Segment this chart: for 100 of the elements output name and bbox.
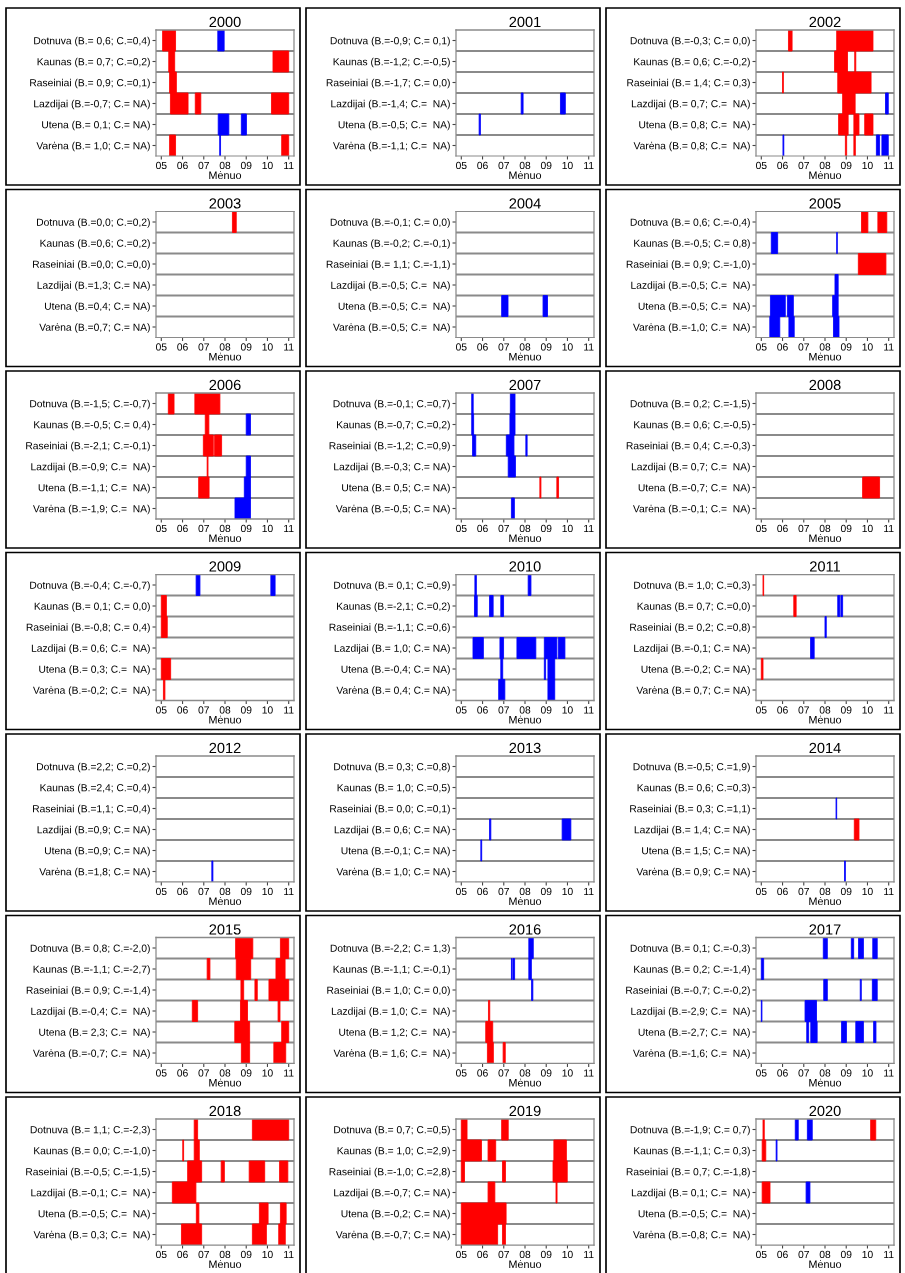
bar bbox=[871, 979, 878, 1001]
y-tick-label: Raseiniai (B.= 1,4; C.= 0,3) bbox=[627, 78, 750, 89]
x-axis-title: Mėnuo bbox=[809, 897, 842, 906]
x-tick-label: 06 bbox=[477, 887, 488, 896]
bar bbox=[248, 1160, 266, 1183]
y-tick-label: Utena (B.= 0,3; C.= NA) bbox=[39, 665, 150, 675]
y-tick-label: Varėna (B.=-1,9; C.= NA) bbox=[33, 504, 150, 515]
bar bbox=[489, 595, 494, 617]
y-tick-label: Utena (B.=-0,5; C.= NA) bbox=[338, 302, 450, 312]
x-tick-label: 10 bbox=[562, 887, 573, 896]
x-tick-label: 09 bbox=[540, 706, 552, 714]
x-tick-label: 05 bbox=[155, 524, 167, 533]
y-tick-label: Varėna (B.=-0,5; C.= NA) bbox=[335, 504, 450, 515]
x-tick-label: 06 bbox=[177, 343, 188, 351]
chart-title: 2016 bbox=[509, 924, 541, 935]
y-tick-label: Varėna (B.=-0,7; C.= NA) bbox=[33, 1049, 150, 1059]
x-tick-label: 06 bbox=[177, 887, 188, 896]
x-tick-label: 06 bbox=[177, 524, 188, 533]
x-tick-label: 09 bbox=[240, 1250, 252, 1259]
x-tick-label: 05 bbox=[155, 161, 167, 170]
x-axis-title: Mėnuo bbox=[509, 534, 542, 543]
y-tick-label: Dotnuva (B.=-1,5; C.=-0,7) bbox=[30, 399, 150, 410]
y-tick-label: Lazdijai (B.=-0,1; C.= NA) bbox=[634, 644, 750, 654]
y-tick-label: Raseiniai (B.=-1,1; C.=0,6) bbox=[329, 623, 450, 633]
y-tick-label: Varėna (B.= 0,9; C.= NA) bbox=[636, 867, 750, 878]
chart-title: 2015 bbox=[209, 924, 241, 935]
x-tick-label: 08 bbox=[819, 1250, 831, 1259]
y-tick-label: Lazdijai (B.=-2,9; C.= NA) bbox=[631, 1007, 750, 1017]
y-tick-label: Dotnuva (B.=-0,9; C.= 0,1) bbox=[330, 36, 450, 47]
chart-title: 2003 bbox=[209, 198, 241, 209]
bar bbox=[270, 574, 276, 596]
x-tick-label: 09 bbox=[840, 524, 852, 533]
chart-title: 2008 bbox=[809, 379, 841, 391]
x-tick-label: 08 bbox=[819, 524, 831, 533]
y-tick-label: Kaunas (B.=2,4; C.=0,4) bbox=[40, 783, 150, 794]
y-tick-label: Utena (B.= 1,2; C.= NA) bbox=[339, 1028, 450, 1038]
y-tick-label: Varėna (B.=-1,0; C.= NA) bbox=[633, 323, 750, 333]
x-tick-label: 05 bbox=[455, 161, 467, 170]
x-tick-label: 10 bbox=[562, 1069, 573, 1077]
bar bbox=[857, 253, 887, 275]
y-tick-label: Dotnuva (B.= 0,6; C.=0,4) bbox=[34, 36, 150, 47]
y-tick-label: Lazdijai (B.=-0,1; C.= NA) bbox=[31, 1188, 150, 1199]
x-tick-label: 08 bbox=[219, 1250, 231, 1259]
y-tick-label: Dotnuva (B.= 0,1; C.=0,9) bbox=[334, 581, 450, 591]
x-tick-label: 08 bbox=[819, 706, 831, 714]
x-tick-label: 06 bbox=[477, 343, 488, 351]
x-tick-label: 06 bbox=[477, 1250, 488, 1259]
x-tick-label: 07 bbox=[498, 1069, 509, 1077]
y-tick-label: Lazdijai (B.=-0,5; C.= NA) bbox=[331, 281, 450, 291]
bar bbox=[516, 637, 537, 659]
y-tick-label: Varėna (B.= 0,7; C.= NA) bbox=[636, 686, 750, 696]
x-tick-label: 07 bbox=[498, 524, 509, 533]
bar bbox=[841, 1021, 847, 1043]
bar bbox=[279, 1160, 289, 1183]
chart-title: 2001 bbox=[509, 16, 541, 28]
y-tick-label: Kaunas (B.=-0,7; C.=0,2) bbox=[337, 420, 450, 431]
x-tick-label: 11 bbox=[584, 1250, 594, 1258]
y-tick-label: Kaunas (B.= 0,7; C.=0,2) bbox=[37, 57, 150, 68]
x-tick-label: 09 bbox=[540, 343, 552, 351]
x-tick-label: 10 bbox=[562, 706, 573, 714]
y-tick-label: Kaunas (B.=-0,5; C.= 0,4) bbox=[34, 420, 150, 431]
chart-title: 2010 bbox=[509, 561, 541, 572]
x-tick-label: 11 bbox=[584, 524, 594, 532]
bar bbox=[245, 413, 251, 436]
x-tick-label: 08 bbox=[819, 343, 831, 351]
y-tick-label: Utena (B.=-0,7; C.= NA) bbox=[638, 483, 750, 494]
bar bbox=[877, 211, 888, 233]
y-tick-label: Kaunas (B.= 0,7; C.=0,0) bbox=[637, 602, 750, 612]
x-tick-label: 07 bbox=[198, 887, 209, 896]
x-tick-label: 10 bbox=[862, 706, 873, 714]
y-tick-label: Lazdijai (B.= 1,0; C.= NA) bbox=[334, 644, 450, 654]
x-tick-label: 08 bbox=[819, 1069, 831, 1077]
x-tick-label: 09 bbox=[840, 1250, 852, 1259]
x-axis-title: Mėnuo bbox=[809, 1078, 842, 1087]
x-tick-label: 10 bbox=[262, 524, 273, 533]
x-tick-label: 08 bbox=[519, 161, 531, 170]
y-tick-label: Raseiniai (B.=1,1; C.=0,4) bbox=[33, 804, 150, 815]
x-tick-label: 06 bbox=[777, 161, 788, 170]
x-tick-label: 06 bbox=[777, 887, 788, 896]
y-tick-label: Lazdijai (B.= 0,7; C.= NA) bbox=[631, 462, 750, 473]
chart-title: 2017 bbox=[809, 924, 841, 935]
x-tick-label: 08 bbox=[219, 706, 231, 714]
y-tick-label: Raseiniai (B.=-0,8; C.= 0,4) bbox=[26, 623, 150, 633]
bar bbox=[850, 937, 855, 959]
bar bbox=[853, 818, 860, 841]
y-tick-label: Kaunas (B.= 0,1; C.= 0,0) bbox=[34, 602, 150, 612]
x-tick-label: 07 bbox=[798, 524, 809, 533]
x-tick-label: 10 bbox=[862, 887, 873, 896]
y-tick-label: Utena (B.=-0,2; C.= NA) bbox=[641, 665, 750, 675]
y-tick-label: Raseiniai (B.=-2,1; C.=-0,1) bbox=[26, 441, 150, 452]
x-axis-title: Mėnuo bbox=[809, 171, 842, 180]
chart-title: 2005 bbox=[809, 198, 841, 209]
x-tick-label: 06 bbox=[777, 1069, 788, 1077]
bar bbox=[271, 92, 290, 115]
y-tick-label: Dotnuva (B.=-0,1; C.=0,7) bbox=[333, 399, 450, 410]
y-tick-label: Varėna (B.= 1,6; C.= NA) bbox=[333, 1049, 450, 1059]
y-tick-label: Dotnuva (B.= 1,1; C.=-2,3) bbox=[30, 1125, 150, 1136]
y-tick-label: Dotnuva (B.=2,2; C.=0,2) bbox=[37, 762, 150, 773]
x-tick-label: 05 bbox=[755, 1250, 767, 1259]
x-tick-label: 11 bbox=[884, 343, 894, 351]
